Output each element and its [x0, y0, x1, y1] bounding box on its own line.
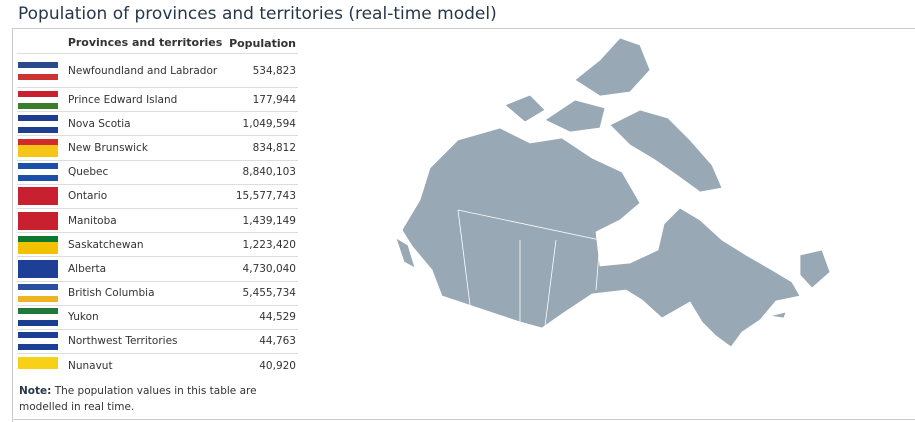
province-name: Prince Edward Island [68, 93, 178, 106]
page-title: Population of provinces and territories … [18, 4, 497, 24]
table-row: New Brunswick 834,812 [17, 135, 298, 159]
panel-edge [12, 419, 915, 420]
province-name: New Brunswick [68, 141, 148, 154]
flag-icon [18, 259, 58, 278]
table-row: Ontario 15,577,743 [17, 183, 298, 208]
note: Note: The population values in this tabl… [19, 383, 279, 415]
vancouver-island [395, 237, 416, 269]
flag-icon [18, 332, 58, 351]
table-header: Provinces and territories Population [17, 33, 298, 53]
population-value: 534,823 [252, 64, 296, 77]
table-row: Northwest Territories 44,763 [17, 328, 298, 353]
flag-icon [18, 114, 58, 133]
table-row: Newfoundland and Labrador 534,823 [17, 53, 298, 87]
table-body: Newfoundland and Labrador 534,823 Prince E… [17, 53, 298, 377]
flag-icon [18, 308, 58, 327]
province-name: Northwest Territories [68, 335, 178, 348]
column-header: Population [229, 36, 296, 50]
population-value: 1,049,594 [242, 117, 296, 130]
province-name: Manitoba [68, 214, 117, 227]
table-row: British Columbia 5,455,734 [17, 280, 298, 305]
flag-icon [18, 284, 58, 303]
province-name: Nova Scotia [68, 117, 131, 130]
population-value: 1,223,420 [242, 238, 296, 251]
province-name: Yukon [68, 311, 99, 324]
province-name: Newfoundland and Labrador [68, 64, 218, 77]
province-name: Ontario [68, 190, 108, 203]
flag-icon [18, 163, 58, 182]
province-name: Nunavut [68, 359, 113, 372]
population-value: 40,920 [259, 359, 296, 372]
population-value: 4,730,040 [242, 262, 296, 275]
flag-icon [18, 61, 58, 80]
table-row: Prince Edward Island 177,944 [17, 87, 298, 111]
flag-icon [18, 235, 58, 254]
table-row: Nunavut 40,920 [17, 353, 298, 377]
population-value: 5,455,734 [242, 287, 296, 300]
population-table: Provinces and territories Population New… [17, 33, 298, 377]
flag-icon [18, 211, 58, 230]
newfoundland [799, 249, 831, 289]
table-row: Yukon 44,529 [17, 304, 298, 329]
note-text: The population values in this table are … [19, 385, 257, 413]
border [457, 209, 601, 327]
table-row: Quebec 8,840,103 [17, 159, 298, 184]
baffin-island [609, 109, 723, 193]
column-header: Provinces and territories [67, 36, 223, 49]
title-rule [12, 28, 915, 29]
panel-edge [12, 28, 13, 422]
population-value: 834,812 [252, 141, 296, 154]
province-name: Quebec [68, 166, 109, 179]
pei [769, 311, 787, 319]
population-value: 177,944 [252, 93, 296, 106]
flag-icon [18, 356, 58, 375]
province-name: Alberta [68, 262, 107, 275]
table-row: Saskatchewan 1,223,420 [17, 232, 298, 256]
population-value: 1,439,149 [242, 214, 296, 227]
canada-map [395, 37, 831, 348]
province-name: Saskatchewan [68, 238, 144, 251]
flag-icon [18, 90, 58, 109]
table-row: Manitoba 1,439,149 [17, 207, 298, 232]
arctic-island [504, 94, 546, 123]
mainland [401, 127, 801, 348]
population-value: 15,577,743 [235, 190, 296, 203]
arctic-island [544, 99, 606, 133]
flag-icon [18, 187, 58, 206]
province-name: British Columbia [68, 287, 155, 300]
table-row: Nova Scotia 1,049,594 [17, 111, 298, 135]
table-row: Alberta 4,730,040 [17, 256, 298, 280]
population-value: 44,529 [259, 311, 296, 324]
note-label: Note: [19, 385, 52, 397]
flag-icon [18, 138, 58, 157]
arctic-island [574, 37, 651, 97]
population-value: 8,840,103 [242, 166, 296, 179]
population-value: 44,763 [259, 335, 296, 348]
